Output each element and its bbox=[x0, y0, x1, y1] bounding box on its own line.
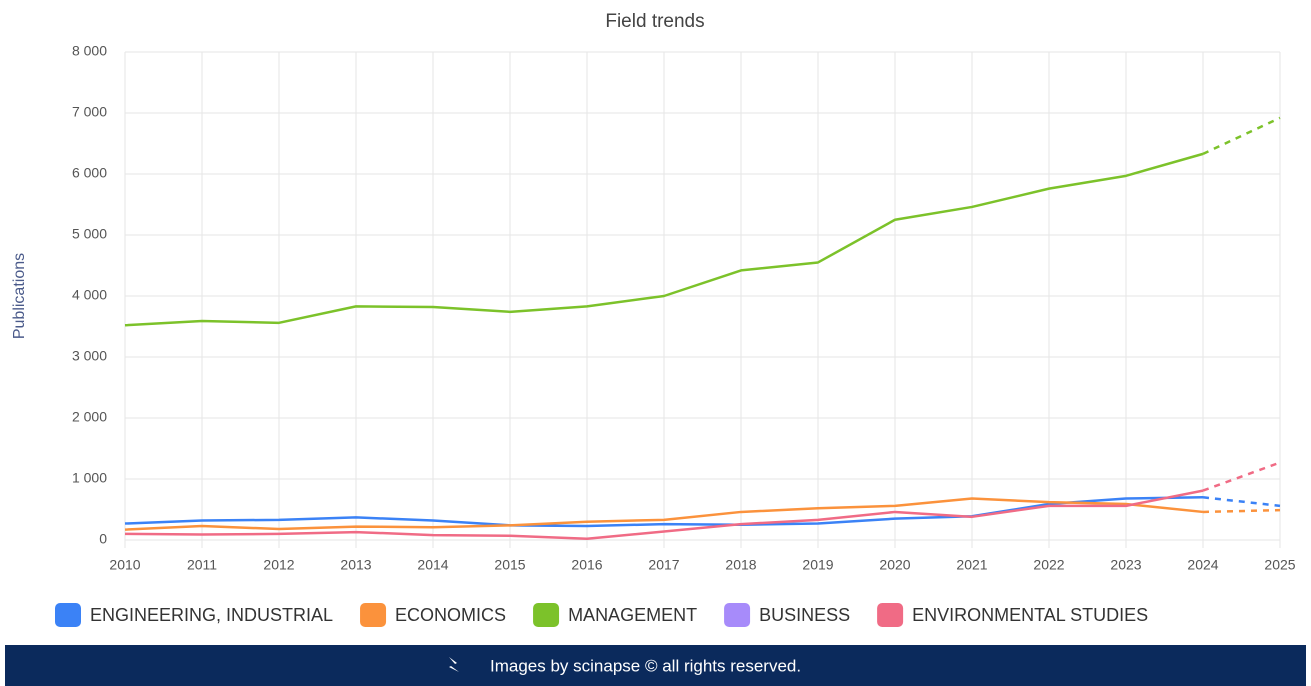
legend-label: ENGINEERING, INDUSTRIAL bbox=[90, 605, 333, 625]
series-line bbox=[124, 497, 1204, 531]
legend-swatch bbox=[877, 603, 904, 627]
x-tick-label: 2016 bbox=[571, 557, 602, 573]
footer-logo bbox=[449, 657, 459, 672]
y-tick-label: 8 000 bbox=[72, 43, 107, 59]
series-line bbox=[124, 489, 1204, 541]
chart-title: Field trends bbox=[605, 11, 704, 32]
series-line bbox=[1202, 508, 1281, 514]
x-tick-label: 2010 bbox=[109, 557, 140, 573]
x-tick-label: 2023 bbox=[1110, 557, 1141, 573]
y-tick-label: 1 000 bbox=[72, 470, 107, 486]
x-tick-label: 2011 bbox=[187, 557, 217, 573]
y-tick-label: 0 bbox=[99, 531, 107, 547]
legend-swatch bbox=[533, 603, 560, 627]
x-tick-label: 2020 bbox=[879, 557, 910, 573]
x-tick-label: 2013 bbox=[340, 557, 371, 573]
y-tick-label: 5 000 bbox=[72, 226, 107, 242]
legend-swatch bbox=[360, 603, 387, 627]
y-tick-label: 6 000 bbox=[72, 165, 107, 181]
y-tick-label: 2 000 bbox=[72, 409, 107, 425]
footer-bar bbox=[5, 645, 1306, 686]
footer-text: Images by scinapse © all rights reserved… bbox=[490, 656, 801, 675]
x-tick-label: 2014 bbox=[417, 557, 448, 573]
legend-label: ECONOMICS bbox=[395, 605, 506, 625]
y-tick-label: 4 000 bbox=[72, 287, 107, 303]
x-tick-label: 2015 bbox=[494, 557, 525, 573]
y-tick-label: 7 000 bbox=[72, 104, 107, 120]
x-tick-label: 2017 bbox=[648, 557, 679, 573]
series-line bbox=[124, 496, 1204, 528]
legend-swatch bbox=[55, 603, 81, 627]
x-tick-label: 2012 bbox=[263, 557, 294, 573]
x-tick-label: 2019 bbox=[802, 557, 833, 573]
y-tick-label: 3 000 bbox=[72, 348, 107, 364]
x-tick-label: 2025 bbox=[1264, 557, 1295, 573]
x-tick-label: 2024 bbox=[1187, 557, 1218, 573]
legend-label: ENVIRONMENTAL STUDIES bbox=[912, 605, 1148, 625]
series-line bbox=[1202, 461, 1281, 492]
x-tick-label: 2021 bbox=[956, 557, 987, 573]
legend-label: BUSINESS bbox=[759, 605, 850, 625]
x-tick-label: 2018 bbox=[725, 557, 756, 573]
legend-label: MANAGEMENT bbox=[568, 605, 697, 625]
series-line bbox=[1202, 496, 1281, 508]
legend-swatch bbox=[724, 603, 751, 627]
series-line bbox=[124, 152, 1204, 327]
y-axis-label: Publications bbox=[11, 253, 28, 339]
series-line bbox=[1202, 116, 1281, 156]
x-tick-label: 2022 bbox=[1033, 557, 1064, 573]
